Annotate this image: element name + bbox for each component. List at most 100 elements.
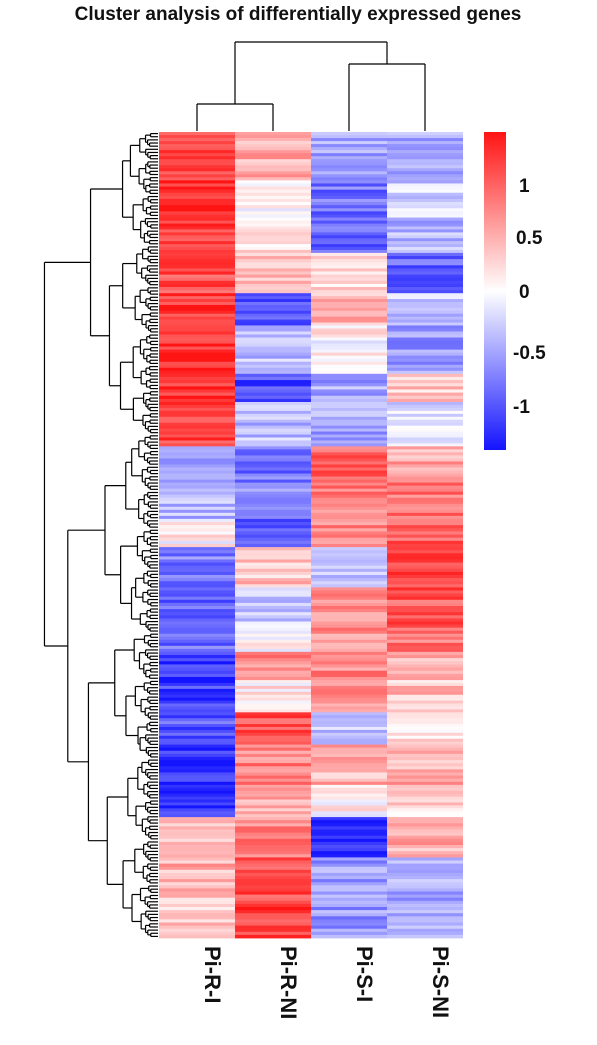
- heatmap-cell: [235, 428, 311, 432]
- heatmap-cell: [235, 422, 311, 427]
- legend-tick-0-5: 0.5: [516, 228, 543, 249]
- heatmap-cell: [387, 168, 463, 172]
- heatmap-cell: [235, 553, 311, 557]
- heatmap-cell: [311, 581, 387, 585]
- heatmap-cell: [159, 296, 235, 300]
- heatmap-cell: [159, 550, 235, 554]
- heatmap-cell: [159, 189, 235, 194]
- heatmap-cell: [387, 808, 463, 812]
- heatmap-cell: [235, 259, 311, 263]
- heatmap-cell: [159, 697, 235, 701]
- heatmap-cell: [387, 198, 463, 203]
- heatmap-cell: [159, 299, 235, 303]
- heatmap-cell: [159, 760, 235, 764]
- heatmap-cell: [235, 485, 311, 490]
- heatmap-cell: [387, 395, 463, 400]
- heatmap-cell: [159, 334, 235, 338]
- heatmap-cell: [159, 851, 235, 855]
- heatmap-cell: [311, 162, 387, 166]
- heatmap-cell: [311, 370, 387, 375]
- heatmap-cell: [387, 449, 463, 453]
- heatmap-cell: [235, 449, 311, 453]
- heatmap-cell: [159, 503, 235, 508]
- heatmap-cell: [235, 205, 311, 209]
- heatmap-cell: [235, 857, 311, 861]
- heatmap-cell: [235, 528, 311, 532]
- heatmap-cell: [387, 452, 463, 456]
- heatmap-cell: [235, 913, 311, 917]
- heatmap-cell: [311, 584, 387, 588]
- heatmap-cell: [387, 872, 463, 877]
- heatmap-cell: [159, 793, 235, 797]
- column-dendrogram: [196, 41, 426, 131]
- heatmap-cell: [235, 735, 311, 740]
- heatmap-cell: [235, 550, 311, 554]
- heatmap-cell: [311, 680, 387, 684]
- heatmap-cell: [159, 615, 235, 619]
- heatmap-cell: [159, 556, 235, 560]
- heatmap-cell: [235, 661, 311, 665]
- heatmap-cell: [311, 763, 387, 767]
- heatmap-cell: [159, 165, 235, 169]
- heatmap-cell: [387, 547, 463, 551]
- heatmap-cell: [235, 226, 311, 230]
- heatmap-cell: [311, 313, 387, 318]
- heatmap-cell: [387, 891, 463, 895]
- heatmap-cell: [235, 706, 311, 710]
- heatmap-cell: [311, 473, 387, 477]
- heatmap-cell: [235, 581, 311, 585]
- heatmap-cell: [159, 208, 235, 212]
- heatmap-cell: [159, 817, 235, 821]
- heatmap-cell: [311, 186, 387, 191]
- heatmap-cell: [311, 712, 387, 716]
- heatmap-cell: [159, 135, 235, 139]
- heatmap-cell: [311, 479, 387, 484]
- heatmap-cell: [311, 851, 387, 855]
- heatmap-cell: [387, 562, 463, 567]
- heatmap-cell: [235, 367, 311, 372]
- column-labels: Pi-R-I Pi-R-NI Pi-S-I Pi-S-NI: [200, 946, 453, 1019]
- heatmap-cell: [387, 799, 463, 803]
- heatmap-cell: [387, 443, 463, 447]
- heatmap-cell: [387, 615, 463, 619]
- heatmap-cell: [311, 334, 387, 338]
- heatmap-cell: [159, 515, 235, 520]
- heatmap-cell: [159, 476, 235, 480]
- heatmap-cell: [235, 876, 311, 880]
- heatmap-cell: [235, 624, 311, 629]
- heatmap-cell: [159, 750, 235, 755]
- heatmap-cell: [235, 738, 311, 743]
- heatmap-cell: [311, 760, 387, 764]
- heatmap-cell: [235, 313, 311, 318]
- heatmap-cell: [387, 845, 463, 849]
- heatmap-cell: [311, 866, 387, 871]
- heatmap-cell: [159, 370, 235, 375]
- heatmap-cell: [159, 395, 235, 400]
- heatmap-cell: [387, 156, 463, 160]
- heatmap-cell: [387, 316, 463, 320]
- heatmap-cell: [235, 860, 311, 864]
- heatmap-cell: [387, 431, 463, 435]
- heatmap-cell: [159, 343, 235, 347]
- heatmap-cell: [159, 422, 235, 427]
- heatmap-cell: [235, 147, 311, 151]
- heatmap-cell: [387, 422, 463, 427]
- heatmap-cell: [159, 434, 235, 438]
- heatmap-cell: [311, 349, 387, 354]
- heatmap-cell: [159, 820, 235, 824]
- heatmap-cell: [311, 192, 387, 197]
- heatmap-cell: [387, 165, 463, 169]
- heatmap-cell: [387, 574, 463, 579]
- heatmap-cell: [159, 562, 235, 567]
- heatmap-cell: [159, 328, 235, 332]
- heatmap-cell: [159, 310, 235, 315]
- heatmap-cell: [159, 907, 235, 911]
- heatmap-cell: [311, 205, 387, 209]
- heatmap-cell: [387, 171, 463, 175]
- heatmap-cell: [235, 823, 311, 827]
- heatmap-cell: [159, 249, 235, 254]
- heatmap-cell: [235, 358, 311, 363]
- heatmap-cell: [235, 162, 311, 166]
- heatmap-cell: [387, 636, 463, 641]
- heatmap-cell: [387, 796, 463, 800]
